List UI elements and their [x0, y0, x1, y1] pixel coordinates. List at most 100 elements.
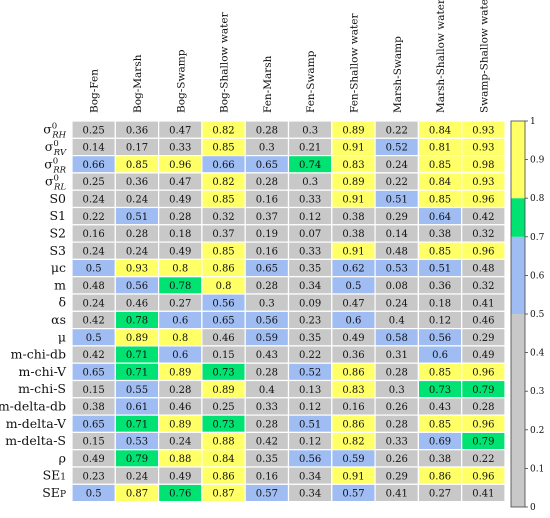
cell-value: 0.36 — [126, 177, 148, 188]
row-label: σ0 RL — [45, 174, 66, 193]
cell-value: 0.36 — [126, 125, 148, 136]
cell-value: 0.28 — [256, 367, 278, 378]
cell-value: 0.28 — [169, 212, 191, 223]
cell-value: 0.66 — [83, 160, 105, 171]
cell-value: 0.96 — [472, 419, 494, 430]
cell-value: 0.85 — [212, 194, 234, 205]
cell-value: 0.52 — [386, 143, 408, 154]
cell-value: 0.91 — [342, 143, 364, 154]
cell-value: 0.16 — [83, 229, 105, 240]
cell-value: 0.48 — [472, 264, 494, 275]
colorbar-tick-label: 0.1 — [530, 464, 544, 474]
cell-value: 0.42 — [256, 437, 278, 448]
cell-value: 0.12 — [299, 402, 321, 413]
cell-value: 0.13 — [299, 385, 321, 396]
colorbar-tick-label: 0.3 — [530, 387, 545, 397]
cell-value: 0.25 — [83, 177, 105, 188]
cell-value: 0.82 — [212, 177, 234, 188]
cell-value: 0.96 — [472, 471, 494, 482]
row-label: ρ — [59, 450, 66, 465]
cell-value: 0.41 — [386, 489, 408, 500]
cell-value: 0.86 — [212, 471, 234, 482]
cell-value: 0.71 — [126, 350, 148, 361]
cell-value: 0.49 — [169, 471, 191, 482]
cell-value: 0.23 — [299, 316, 321, 327]
cell-value: 0.56 — [299, 454, 321, 465]
cell-value: 0.38 — [429, 229, 451, 240]
cell-value: 0.73 — [212, 367, 234, 378]
cell-value: 0.49 — [83, 454, 105, 465]
cell-value: 0.8 — [172, 333, 188, 344]
cell-value: 0.65 — [83, 367, 105, 378]
cell-value: 0.56 — [429, 333, 451, 344]
cell-value: 0.65 — [256, 264, 278, 275]
cell-value: 0.24 — [83, 246, 105, 257]
cell-value: 0.84 — [429, 177, 451, 188]
cell-value: 0.24 — [126, 471, 148, 482]
cell-value: 0.15 — [83, 385, 105, 396]
cell-value: 0.66 — [212, 160, 234, 171]
cell-value: 0.89 — [342, 177, 364, 188]
cell-value: 0.85 — [429, 246, 451, 257]
row-label: m-chi-S — [18, 381, 66, 396]
cell-value: 0.35 — [299, 333, 321, 344]
cell-value: 0.51 — [429, 264, 451, 275]
colorbar-segment — [511, 198, 525, 237]
cell-value: 0.64 — [429, 212, 451, 223]
cell-value: 0.27 — [169, 298, 191, 309]
column-label: Fen-Marsh — [262, 55, 274, 113]
cell-value: 0.34 — [299, 489, 321, 500]
row-label: S2 — [49, 225, 66, 240]
cell-value: 0.78 — [169, 281, 191, 292]
cell-value: 0.8 — [172, 264, 188, 275]
cell-value: 0.31 — [386, 350, 408, 361]
heatmap-cells: 0.25 0.36 0.47 0.82 0.28 0.3 0.89 0.22 0.84 0.93 0… — [71, 120, 506, 503]
cell-value: 0.86 — [342, 367, 364, 378]
cell-value: 0.5 — [86, 489, 102, 500]
colorbar: 0 0.1 0.2 0.3 0.4 0.5 0.6 0.7 0.8 0.9 1 — [510, 117, 545, 513]
cell-value: 0.93 — [472, 125, 494, 136]
cell-value: 0.57 — [342, 489, 364, 500]
cell-value: 0.38 — [429, 454, 451, 465]
cell-value: 0.79 — [472, 385, 494, 396]
cell-value: 0.46 — [472, 316, 494, 327]
cell-value: 0.21 — [299, 143, 321, 154]
cell-value: 0.36 — [429, 281, 451, 292]
cell-value: 0.89 — [169, 367, 191, 378]
cell-value: 0.28 — [256, 419, 278, 430]
cell-value: 0.33 — [299, 246, 321, 257]
cell-value: 0.79 — [472, 437, 494, 448]
row-label: SE1 — [43, 468, 66, 483]
cell-value: 0.98 — [472, 160, 494, 171]
cell-value: 0.33 — [386, 437, 408, 448]
cell-value: 0.46 — [169, 402, 191, 413]
cell-value: 0.25 — [83, 125, 105, 136]
cell-value: 0.3 — [259, 143, 275, 154]
column-label: Bog-Marsh — [132, 54, 144, 113]
cell-value: 0.8 — [216, 281, 232, 292]
cell-value: 0.58 — [386, 333, 408, 344]
cell-value: 0.96 — [472, 194, 494, 205]
colorbar-tick-label: 0.4 — [530, 349, 545, 359]
cell-value: 0.29 — [386, 212, 408, 223]
cell-value: 0.12 — [299, 437, 321, 448]
cell-value: 0.85 — [212, 143, 234, 154]
cell-value: 0.46 — [212, 333, 234, 344]
row-label: m — [54, 277, 66, 292]
cell-value: 0.47 — [169, 177, 191, 188]
cell-value: 0.12 — [429, 316, 451, 327]
cell-value: 0.16 — [256, 246, 278, 257]
cell-value: 0.28 — [169, 385, 191, 396]
cell-value: 0.6 — [172, 350, 188, 361]
cell-value: 0.5 — [345, 281, 361, 292]
cell-value: 0.87 — [126, 489, 148, 500]
cell-value: 0.51 — [126, 212, 148, 223]
cell-value: 0.53 — [126, 437, 148, 448]
cell-value: 0.3 — [302, 125, 318, 136]
cell-value: 0.86 — [429, 471, 451, 482]
cell-value: 0.22 — [299, 350, 321, 361]
cell-value: 0.34 — [299, 281, 321, 292]
colorbar-tick-label: 0.2 — [530, 426, 544, 436]
cell-value: 0.14 — [386, 229, 408, 240]
